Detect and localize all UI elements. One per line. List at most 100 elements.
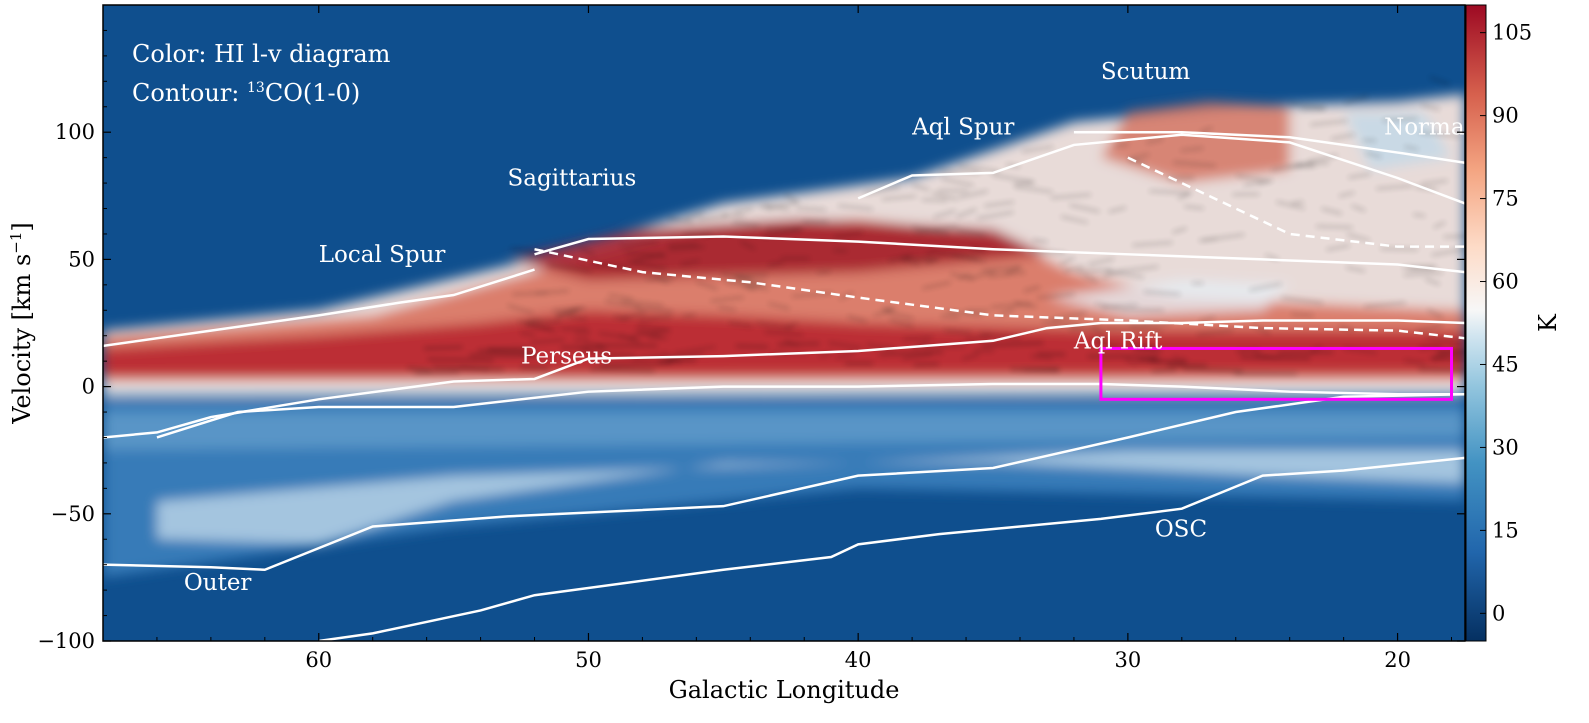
co-contour <box>556 307 583 316</box>
co-contour <box>1291 201 1304 204</box>
contour-description: Contour: 13CO(1-0) <box>132 79 360 107</box>
x-tick-label: 40 <box>845 648 872 672</box>
arm-label: Sagittarius <box>508 166 637 192</box>
co-contour <box>900 258 921 265</box>
co-contour <box>1316 225 1353 229</box>
co-contour <box>1060 256 1075 266</box>
co-contour <box>1415 324 1443 332</box>
co-contour <box>1173 161 1216 167</box>
arm-label: Scutum <box>1101 59 1191 85</box>
co-contour <box>932 192 958 200</box>
co-contour <box>922 281 951 289</box>
co-contour <box>1088 258 1115 265</box>
co-contour <box>768 302 790 310</box>
co-contour <box>1425 278 1440 285</box>
co-contour <box>1061 215 1088 224</box>
co-contour <box>833 249 848 252</box>
co-contour <box>1200 127 1213 134</box>
co-contour <box>1363 139 1377 142</box>
co-contour <box>1023 286 1040 292</box>
co-contour <box>1347 233 1371 242</box>
co-contour <box>912 184 930 191</box>
co-contour <box>1050 194 1091 199</box>
x-axis: 60 50 40 30 20 <box>156 5 1453 672</box>
co-contour <box>1338 191 1355 197</box>
co-contour <box>414 370 460 374</box>
co-contour <box>768 261 784 266</box>
co-contour <box>1425 336 1464 345</box>
co-contour <box>625 252 666 257</box>
co-contour <box>795 207 827 210</box>
co-contour <box>952 254 986 262</box>
co-contour <box>957 229 986 236</box>
arm-label: Outer <box>184 570 252 596</box>
co-contour <box>1069 325 1103 331</box>
co-contour <box>548 264 592 272</box>
co-contour <box>1249 283 1282 291</box>
co-contour <box>883 310 914 320</box>
co-contour <box>958 190 989 199</box>
co-contour <box>1421 180 1448 185</box>
co-contour <box>1331 134 1355 140</box>
co-contour <box>696 281 718 290</box>
arm-track <box>534 235 1465 274</box>
heat-scutum-warm <box>1100 101 1290 184</box>
co-contour <box>1143 291 1181 295</box>
co-contour <box>560 346 606 349</box>
co-contour <box>520 366 549 370</box>
co-contour <box>921 199 948 202</box>
co-contour <box>777 342 820 346</box>
co-contour <box>767 201 800 210</box>
co-contour <box>1276 201 1305 210</box>
co-contour <box>786 323 798 328</box>
co-contour <box>525 324 557 332</box>
co-contour <box>598 353 635 357</box>
co-contour <box>913 363 939 366</box>
co-contour <box>1289 102 1326 109</box>
co-contour <box>487 347 529 351</box>
co-contour <box>984 201 1015 207</box>
co-contour <box>833 232 863 238</box>
co-contour <box>608 294 634 300</box>
co-contour <box>718 306 736 311</box>
co-contour <box>658 359 697 362</box>
colorbar-tick-label: 15 <box>1492 518 1519 542</box>
co-contour <box>518 321 552 330</box>
color-description: Color: HI l-v diagram <box>132 40 391 68</box>
x-tick-label: 60 <box>305 648 332 672</box>
co-contour <box>1149 190 1190 194</box>
co-contour <box>1429 76 1450 85</box>
co-contour <box>999 308 1015 316</box>
x-tick-label: 50 <box>575 648 602 672</box>
co-contour <box>635 307 673 312</box>
co-contour <box>574 338 589 342</box>
co-contour <box>873 308 895 316</box>
colorbar-tick-label: 30 <box>1492 435 1519 459</box>
arm-label: Aql Spur <box>911 115 1014 141</box>
co-contour <box>1130 153 1150 160</box>
colorbar-tick-label: 75 <box>1492 187 1519 211</box>
co-contour <box>881 195 917 200</box>
co-contour <box>621 300 664 306</box>
co-contour <box>940 315 959 318</box>
co-contour <box>847 315 867 322</box>
co-contour <box>1005 266 1021 274</box>
arm-track <box>318 456 1465 641</box>
co-contour <box>668 217 694 223</box>
co-contour <box>764 204 790 211</box>
co-contour <box>1184 205 1204 210</box>
arm-label: Local Spur <box>319 242 446 268</box>
co-contour <box>1436 352 1465 355</box>
co-contour <box>668 244 698 247</box>
co-contour <box>507 304 534 314</box>
x-tick-label: 30 <box>1115 648 1142 672</box>
co-contour <box>736 278 766 284</box>
co-contour <box>1431 248 1465 256</box>
co-contour <box>1310 120 1348 126</box>
x-axis-label: Galactic Longitude <box>669 676 900 704</box>
co-contour <box>1063 266 1085 272</box>
y-tick-label: −100 <box>37 629 95 653</box>
co-contour <box>756 322 792 330</box>
co-contour <box>981 266 1022 272</box>
co-contour <box>1277 351 1334 354</box>
